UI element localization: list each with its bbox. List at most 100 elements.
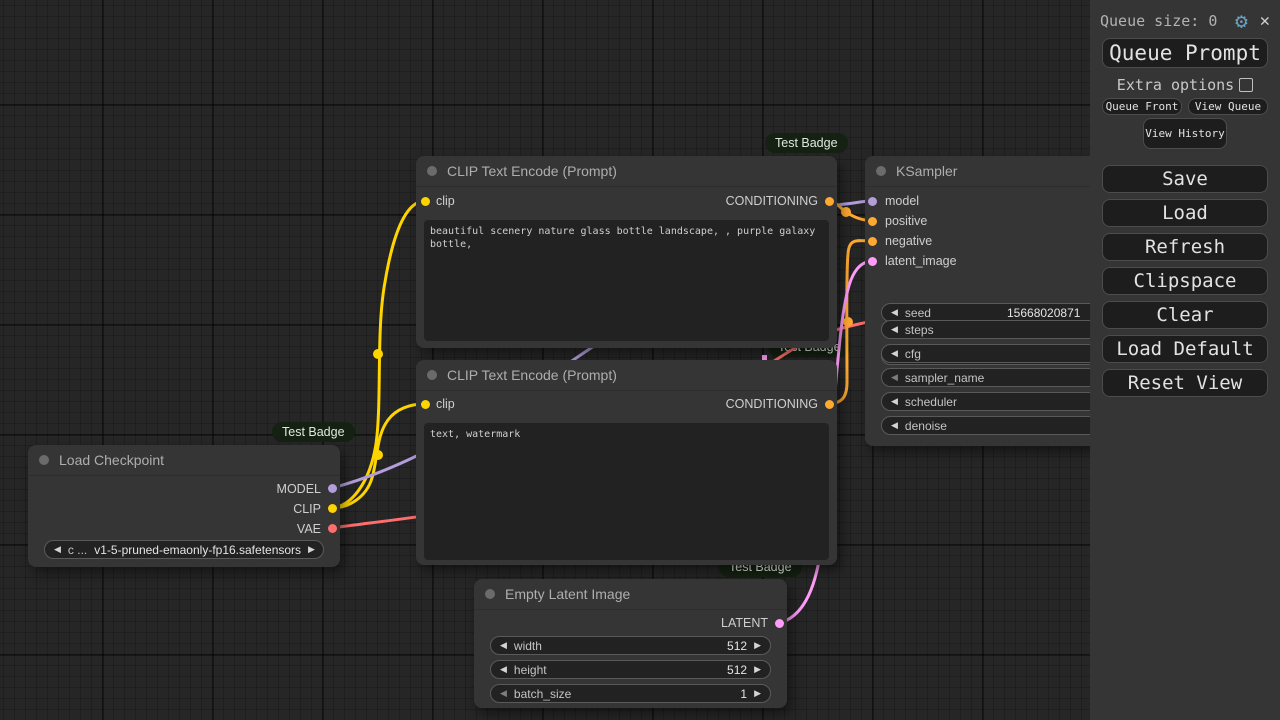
width-widget[interactable]: ◀ width 512 ▶ bbox=[490, 636, 771, 655]
input-label-positive: positive bbox=[885, 214, 928, 228]
output-label-vae: VAE bbox=[296, 522, 321, 536]
prompt-textarea[interactable]: beautiful scenery nature glass bottle la… bbox=[424, 220, 829, 341]
prev-value-icon[interactable]: ◀ bbox=[891, 396, 898, 406]
comfy-menu-panel: Queue size: 0 ⚙ ✕ Queue Prompt Extra opt… bbox=[1090, 0, 1280, 720]
prev-value-icon[interactable]: ◀ bbox=[891, 420, 898, 430]
node-clip-text-encode-negative[interactable]: CLIP Text Encode (Prompt) clip CONDITION… bbox=[416, 360, 837, 565]
input-port-latent-image[interactable] bbox=[868, 257, 877, 266]
output-port-latent[interactable] bbox=[775, 619, 784, 628]
node-load-checkpoint[interactable]: Load Checkpoint MODEL CLIP VAE ◀ c ... v… bbox=[28, 445, 340, 567]
widget-label: steps bbox=[904, 322, 934, 337]
link-midpoint-dot bbox=[373, 450, 383, 460]
output-port-vae[interactable] bbox=[328, 524, 337, 533]
input-port-positive[interactable] bbox=[868, 217, 877, 226]
input-port-clip[interactable] bbox=[421, 197, 430, 206]
widget-label: sampler_name bbox=[904, 370, 985, 385]
widget-label: width bbox=[513, 638, 542, 653]
input-label-model: model bbox=[885, 194, 920, 208]
collapse-dot-icon[interactable] bbox=[876, 166, 886, 176]
node-title-text: Empty Latent Image bbox=[505, 586, 631, 602]
load-button[interactable]: Load bbox=[1102, 199, 1268, 227]
next-value-icon[interactable]: ▶ bbox=[754, 688, 761, 698]
collapse-dot-icon[interactable] bbox=[427, 370, 437, 380]
input-label-clip: clip bbox=[436, 194, 455, 208]
input-port-negative[interactable] bbox=[868, 237, 877, 246]
prev-value-icon[interactable]: ◀ bbox=[891, 372, 898, 382]
height-widget[interactable]: ◀ height 512 ▶ bbox=[490, 660, 771, 679]
output-label-conditioning: CONDITIONING bbox=[725, 397, 818, 411]
link-midpoint-dot bbox=[841, 207, 851, 217]
input-label-clip: clip bbox=[436, 397, 455, 411]
node-header[interactable]: Load Checkpoint bbox=[28, 445, 340, 476]
output-label-latent: LATENT bbox=[721, 616, 768, 630]
refresh-button[interactable]: Refresh bbox=[1102, 233, 1268, 261]
queue-size-label: Queue size: 0 bbox=[1100, 12, 1218, 30]
collapse-dot-icon[interactable] bbox=[39, 455, 49, 465]
prev-value-icon[interactable]: ◀ bbox=[891, 307, 898, 317]
widget-value: 1 bbox=[740, 686, 748, 701]
node-header[interactable]: CLIP Text Encode (Prompt) bbox=[416, 360, 837, 391]
next-value-icon[interactable]: ▶ bbox=[754, 664, 761, 674]
node-clip-text-encode-positive[interactable]: CLIP Text Encode (Prompt) clip CONDITION… bbox=[416, 156, 837, 348]
close-icon[interactable]: ✕ bbox=[1259, 11, 1270, 31]
node-empty-latent-image[interactable]: Empty Latent Image LATENT ◀ width 512 ▶ … bbox=[474, 579, 787, 708]
widget-value: 512 bbox=[727, 638, 748, 653]
widget-value: v1-5-pruned-emaonly-fp16.safetensors bbox=[94, 542, 302, 557]
queue-prompt-button[interactable]: Queue Prompt bbox=[1102, 38, 1268, 68]
extra-options-label: Extra options bbox=[1116, 76, 1235, 94]
input-label-latent-image: latent_image bbox=[885, 254, 957, 268]
node-header[interactable]: KSampler bbox=[865, 156, 1180, 187]
node-header[interactable]: Empty Latent Image bbox=[474, 579, 787, 610]
widget-label: scheduler bbox=[904, 394, 957, 409]
clipspace-button[interactable]: Clipspace bbox=[1102, 267, 1268, 295]
widget-label: denoise bbox=[904, 418, 947, 433]
prev-value-icon[interactable]: ◀ bbox=[891, 348, 898, 358]
widget-label: cfg bbox=[904, 346, 921, 361]
prev-value-icon[interactable]: ◀ bbox=[500, 688, 507, 698]
view-queue-button[interactable]: View Queue bbox=[1188, 98, 1268, 115]
next-value-icon[interactable]: ▶ bbox=[308, 544, 315, 554]
prev-value-icon[interactable]: ◀ bbox=[500, 664, 507, 674]
output-label-conditioning: CONDITIONING bbox=[725, 194, 818, 208]
collapse-dot-icon[interactable] bbox=[427, 166, 437, 176]
widget-value: 15668020871 bbox=[1007, 305, 1081, 320]
prev-value-icon[interactable]: ◀ bbox=[500, 640, 507, 650]
ckpt-name-widget[interactable]: ◀ c ... v1-5-pruned-emaonly-fp16.safeten… bbox=[44, 540, 324, 559]
batch-size-widget[interactable]: ◀ batch_size 1 ▶ bbox=[490, 684, 771, 703]
prev-value-icon[interactable]: ◀ bbox=[54, 544, 61, 554]
node-badge: Test Badge bbox=[765, 133, 848, 153]
extra-options-checkbox[interactable] bbox=[1239, 78, 1254, 92]
collapse-dot-icon[interactable] bbox=[485, 589, 495, 599]
wire-clip-to-negative-encode bbox=[330, 402, 426, 510]
node-title-text: Load Checkpoint bbox=[59, 452, 165, 468]
load-default-button[interactable]: Load Default bbox=[1102, 335, 1268, 363]
prompt-textarea[interactable]: text, watermark bbox=[424, 423, 829, 560]
node-title-text: KSampler bbox=[896, 163, 958, 179]
wire-clip-to-positive-encode bbox=[330, 199, 427, 510]
widget-label: seed bbox=[904, 305, 931, 320]
link-midpoint-dot bbox=[843, 317, 853, 327]
output-label-clip: CLIP bbox=[293, 502, 321, 516]
save-button[interactable]: Save bbox=[1102, 165, 1268, 193]
reset-view-button[interactable]: Reset View bbox=[1102, 369, 1268, 397]
view-history-button[interactable]: View History bbox=[1143, 118, 1227, 149]
settings-gear-icon[interactable]: ⚙ bbox=[1235, 9, 1248, 33]
widget-label: batch_size bbox=[513, 686, 572, 701]
widget-value: 512 bbox=[727, 662, 748, 677]
input-port-model[interactable] bbox=[868, 197, 877, 206]
queue-front-button[interactable]: Queue Front bbox=[1102, 98, 1182, 115]
node-title-text: CLIP Text Encode (Prompt) bbox=[447, 367, 617, 383]
prev-value-icon[interactable]: ◀ bbox=[891, 324, 898, 334]
next-value-icon[interactable]: ▶ bbox=[754, 640, 761, 650]
link-midpoint-dot bbox=[373, 349, 383, 359]
output-port-model[interactable] bbox=[328, 484, 337, 493]
output-label-model: MODEL bbox=[276, 482, 321, 496]
input-port-clip[interactable] bbox=[421, 400, 430, 409]
clear-button[interactable]: Clear bbox=[1102, 301, 1268, 329]
node-header[interactable]: CLIP Text Encode (Prompt) bbox=[416, 156, 837, 187]
output-port-conditioning[interactable] bbox=[825, 400, 834, 409]
output-port-clip[interactable] bbox=[328, 504, 337, 513]
node-badge: Test Badge bbox=[272, 422, 355, 442]
output-port-conditioning[interactable] bbox=[825, 197, 834, 206]
